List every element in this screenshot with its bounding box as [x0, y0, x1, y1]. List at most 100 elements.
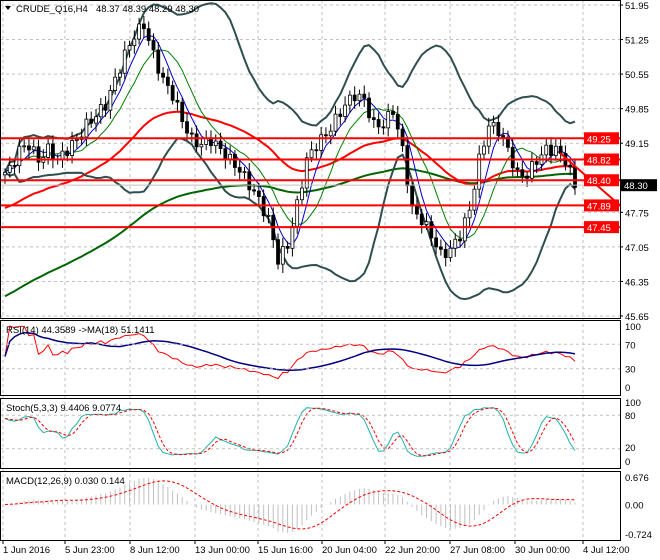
stoch-tick-label: 20 — [625, 443, 636, 454]
candle-body — [391, 111, 395, 115]
candle-body — [314, 149, 319, 152]
candle-body — [419, 213, 424, 225]
main-frame — [0, 0, 621, 319]
candle-body — [213, 140, 218, 147]
dropdown-triangle-icon[interactable] — [5, 6, 11, 10]
time-tick-label: 27 Jun 08:00 — [450, 545, 505, 556]
candle-body — [501, 135, 506, 138]
candle-body — [31, 146, 36, 151]
candle-body — [506, 136, 510, 148]
candle-body — [486, 125, 491, 147]
candle-body — [199, 143, 204, 148]
candle-body — [448, 247, 453, 259]
candle-body — [357, 93, 362, 102]
candle-body — [280, 246, 285, 265]
candle-body — [467, 209, 472, 219]
price-level-label: 49.25 — [587, 134, 611, 145]
candle-body — [84, 118, 89, 138]
price-tick-label: 45.65 — [625, 312, 649, 323]
time-tick-label: 4 Jul 12:00 — [583, 545, 629, 556]
candle-body — [438, 246, 443, 250]
stoch-panel[interactable] — [0, 407, 620, 457]
price-level-tag — [584, 174, 619, 187]
candle-body — [352, 94, 357, 102]
candle-body — [515, 167, 520, 171]
candle-body — [295, 199, 300, 227]
price-tick-label: 50.55 — [625, 70, 649, 81]
candle-body — [256, 190, 261, 197]
candle-body — [137, 23, 142, 40]
stoch-title: Stoch(5,3,3) 9.4406 9.0774 — [6, 403, 121, 414]
candle-body — [395, 114, 400, 130]
macd-tick-label: 0.676 — [625, 473, 649, 484]
candle-body — [27, 145, 31, 151]
candle-body — [534, 161, 539, 165]
candle-body — [17, 145, 22, 167]
candle-body — [462, 217, 467, 242]
candle-body — [290, 225, 295, 249]
candle-body — [371, 117, 376, 120]
candle-body — [74, 139, 79, 141]
time-tick-label: 5 Jun 23:00 — [65, 545, 115, 556]
candle-body — [218, 140, 223, 150]
macd-title: MACD(12,26,9) 0.030 0.144 — [6, 476, 125, 487]
time-tick-label: 22 Jun 20:00 — [385, 545, 440, 556]
candle-body — [304, 157, 309, 189]
macd-tick-label: -0.724 — [625, 530, 652, 541]
price-tick-label: 51.25 — [625, 36, 649, 47]
macd-tick-label: 0.00 — [625, 501, 644, 512]
time-tick-label: 13 Jun 00:00 — [195, 545, 250, 556]
candle-body — [347, 94, 352, 106]
stoch-frame — [0, 398, 621, 469]
candle-body — [309, 149, 314, 159]
fast-ma-line — [4, 35, 576, 249]
price-panel[interactable]: 49.25 48.82 48.40 47.89 47.45 48.30 — [0, 2, 657, 301]
candle-body — [127, 45, 132, 51]
candle-body — [36, 146, 41, 163]
price-level-tag — [584, 221, 619, 234]
long-ma-line — [4, 167, 576, 298]
macd-signal-line — [4, 480, 576, 530]
candle-body — [189, 132, 194, 135]
candle-body — [491, 121, 496, 127]
symbol-label: CRUDE_Q16,H4 — [16, 4, 88, 15]
candle-body — [429, 221, 434, 239]
candle-body — [165, 76, 170, 86]
price-level-tag — [584, 199, 619, 212]
price-level-tag — [584, 132, 619, 145]
macd-panel[interactable] — [4, 477, 576, 534]
candle-body — [118, 72, 122, 78]
candle-body — [410, 185, 415, 207]
candle-body — [146, 28, 151, 41]
price-level-label: 48.82 — [587, 156, 611, 167]
mid-ma-line — [4, 49, 576, 239]
candle-body — [185, 121, 189, 134]
candle-body — [98, 104, 103, 118]
candle-body — [367, 97, 371, 119]
candle-body — [161, 72, 165, 78]
candle-body — [194, 133, 199, 148]
candle-body — [338, 113, 343, 117]
stoch-tick-label: 0 — [625, 457, 630, 468]
candle-body — [362, 93, 367, 99]
candle-body — [458, 238, 462, 242]
candle-body — [266, 214, 271, 217]
price-tick-label: 47.05 — [625, 243, 649, 254]
candle-body — [46, 143, 51, 158]
candle-body — [343, 104, 347, 117]
candle-body — [50, 143, 55, 161]
rsi-tick-label: 0 — [625, 383, 630, 394]
rsi-ma-line — [4, 331, 576, 372]
candle-body — [328, 130, 333, 137]
candle-body — [7, 165, 12, 173]
stoch-tick-label: 100 — [625, 398, 641, 409]
time-tick-label: 20 Jun 04:00 — [322, 545, 377, 556]
macd-frame — [0, 471, 621, 541]
candle-body — [94, 116, 98, 124]
price-level-label: 48.40 — [587, 176, 611, 187]
candle-body — [482, 145, 486, 155]
time-tick-label: 8 Jun 12:00 — [130, 545, 180, 556]
candle-body — [242, 171, 247, 174]
rsi-panel[interactable] — [0, 325, 620, 380]
